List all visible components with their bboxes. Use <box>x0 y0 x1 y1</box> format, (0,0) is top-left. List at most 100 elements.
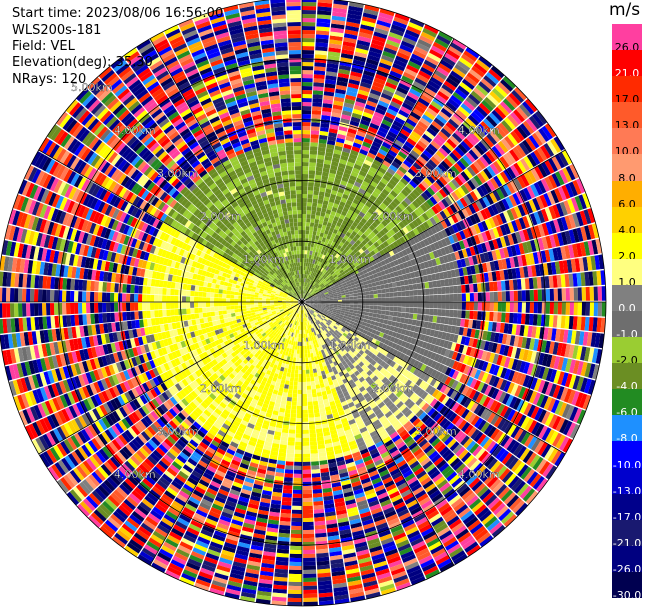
velocity-cell <box>316 26 330 32</box>
velocity-cell <box>326 272 331 277</box>
velocity-cell <box>476 105 488 118</box>
velocity-cell <box>389 297 395 302</box>
velocity-cell <box>448 225 456 235</box>
velocity-cell <box>302 82 313 87</box>
velocity-cell <box>321 237 327 243</box>
velocity-cell <box>317 10 332 16</box>
velocity-cell <box>325 151 333 158</box>
velocity-cell <box>574 195 584 211</box>
velocity-cell <box>561 184 571 200</box>
velocity-cell <box>343 33 358 40</box>
velocity-cell <box>391 97 403 106</box>
velocity-cell <box>293 469 302 474</box>
velocity-cell <box>447 168 457 178</box>
velocity-cell <box>327 280 333 285</box>
velocity-cell <box>282 392 288 397</box>
velocity-cell <box>569 287 574 301</box>
velocity-cell <box>454 129 466 141</box>
velocity-cell <box>424 110 436 121</box>
velocity-cell <box>409 302 415 308</box>
velocity-cell <box>505 291 510 302</box>
velocity-cell <box>338 275 344 280</box>
velocity-cell <box>311 122 320 127</box>
velocity-cell <box>326 287 332 291</box>
velocity-cell <box>483 136 494 148</box>
velocity-cell <box>417 206 425 215</box>
velocity-cell <box>302 201 307 207</box>
velocity-cell <box>565 288 570 301</box>
velocity-cell <box>351 274 357 279</box>
velocity-cell <box>345 306 350 310</box>
velocity-cell <box>448 235 455 244</box>
velocity-cell <box>342 282 347 287</box>
velocity-cell <box>537 210 546 224</box>
velocity-cell <box>429 217 437 226</box>
velocity-cell <box>294 377 298 382</box>
velocity-cell <box>384 258 390 265</box>
velocity-cell <box>385 273 391 279</box>
velocity-cell <box>352 221 359 228</box>
velocity-cell <box>326 286 331 290</box>
velocity-cell <box>362 281 368 286</box>
velocity-cell <box>392 120 404 129</box>
velocity-cell <box>343 234 349 241</box>
velocity-cell <box>458 220 467 230</box>
velocity-cell <box>331 266 336 271</box>
velocity-cell <box>366 252 373 259</box>
velocity-cell <box>282 371 287 377</box>
velocity-cell <box>302 242 305 247</box>
velocity-cell <box>461 284 466 293</box>
velocity-cell <box>433 287 438 295</box>
velocity-cell <box>313 226 318 232</box>
velocity-cell <box>425 210 433 219</box>
velocity-cell <box>329 284 334 288</box>
velocity-cell <box>448 181 457 191</box>
velocity-cell <box>457 186 466 197</box>
velocity-cell <box>307 393 312 398</box>
velocity-cell <box>309 298 314 300</box>
velocity-cell <box>445 286 450 294</box>
velocity-cell <box>496 226 504 237</box>
velocity-cell <box>302 501 313 506</box>
velocity-cell <box>477 311 482 320</box>
velocity-cell <box>402 36 417 46</box>
velocity-cell <box>312 368 317 374</box>
velocity-cell <box>309 297 314 300</box>
velocity-cell <box>349 269 354 274</box>
velocity-cell <box>492 281 498 292</box>
velocity-cell <box>507 114 519 128</box>
velocity-cell <box>342 220 348 226</box>
velocity-cell <box>288 569 302 575</box>
velocity-cell <box>483 118 495 130</box>
velocity-cell <box>387 167 396 176</box>
velocity-cell <box>389 211 397 219</box>
velocity-cell <box>303 294 306 299</box>
velocity-cell <box>286 449 295 454</box>
velocity-cell <box>281 501 292 506</box>
velocity-cell <box>313 82 324 88</box>
velocity-cell <box>287 597 302 603</box>
velocity-cell <box>308 182 314 187</box>
velocity-cell <box>512 313 518 324</box>
velocity-cell <box>334 269 340 275</box>
velocity-cell <box>372 177 380 185</box>
velocity-cell <box>367 271 373 276</box>
velocity-cell <box>440 238 448 247</box>
velocity-cell <box>352 253 358 259</box>
velocity-cell <box>344 203 351 210</box>
velocity-cell <box>430 100 443 111</box>
velocity-cell <box>513 162 524 175</box>
velocity-cell <box>339 241 345 247</box>
velocity-cell <box>445 183 454 194</box>
velocity-cell <box>302 97 312 103</box>
velocity-cell <box>302 469 311 474</box>
velocity-cell <box>357 89 370 97</box>
velocity-cell <box>369 231 376 238</box>
velocity-cell <box>353 296 358 300</box>
velocity-cell <box>372 35 387 43</box>
velocity-cell <box>501 198 510 210</box>
velocity-cell <box>471 202 480 213</box>
velocity-cell <box>280 512 291 518</box>
velocity-cell <box>328 292 333 295</box>
velocity-cell <box>413 127 424 137</box>
